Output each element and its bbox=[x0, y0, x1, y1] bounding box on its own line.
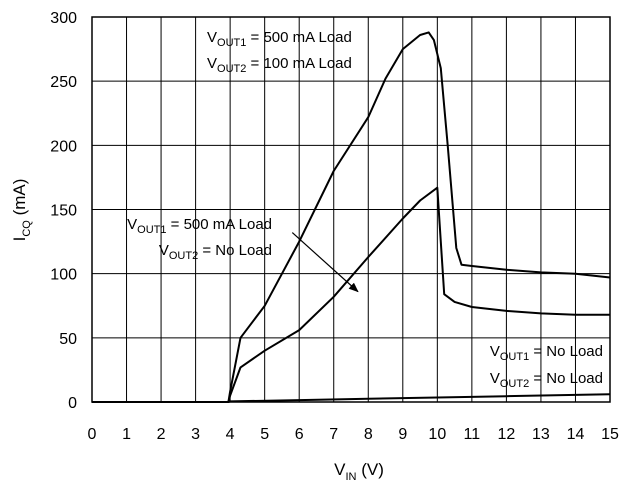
annotation-line: VOUT1 = 500 mA Load bbox=[127, 216, 272, 236]
x-tick-label: 14 bbox=[567, 426, 585, 443]
y-axis-label: ICQ (mA) bbox=[10, 179, 33, 242]
y-axis-label-main: I bbox=[10, 237, 29, 242]
y-tick-label: 300 bbox=[50, 10, 77, 27]
x-tick-label: 10 bbox=[428, 426, 446, 443]
annotation-line: VOUT2 = No Load bbox=[159, 242, 272, 262]
x-tick-label: 15 bbox=[601, 426, 619, 443]
x-tick-label: 2 bbox=[157, 426, 166, 443]
series-line-2 bbox=[92, 186, 610, 403]
y-tick-label: 250 bbox=[50, 74, 77, 91]
y-tick-label: 200 bbox=[50, 138, 77, 155]
y-tick-label: 100 bbox=[50, 267, 77, 284]
annotation-3: VOUT1 = No Load VOUT2 = No Load bbox=[490, 343, 603, 390]
x-axis-label: VIN (V) bbox=[334, 460, 384, 481]
x-tick-label: 9 bbox=[398, 426, 407, 443]
y-tick-label: 50 bbox=[59, 331, 77, 348]
x-axis-label-sub: IN bbox=[345, 471, 356, 481]
annotation-line: VOUT1 = 500 mA Load bbox=[207, 29, 352, 49]
x-tick-label: 11 bbox=[464, 426, 481, 443]
x-tick-label: 4 bbox=[226, 426, 235, 443]
x-axis-label-main: V bbox=[334, 460, 346, 479]
annotation-arrow bbox=[291, 232, 359, 293]
plot-frame bbox=[91, 16, 611, 403]
series-line-3 bbox=[92, 393, 611, 403]
x-tick-label: 5 bbox=[260, 426, 269, 443]
y-axis-label-sub: CQ bbox=[21, 220, 33, 237]
x-tick-labels: 0 1 2 3 4 5 6 7 8 9 10 11 12 13 14 15 bbox=[88, 426, 619, 443]
x-tick-label: 12 bbox=[498, 426, 516, 443]
x-tick-label: 6 bbox=[295, 426, 304, 443]
x-tick-label: 8 bbox=[364, 426, 373, 443]
x-tick-label: 13 bbox=[532, 426, 550, 443]
y-tick-label: 150 bbox=[50, 203, 77, 220]
series-line-1 bbox=[92, 31, 611, 403]
series-lines bbox=[92, 31, 611, 403]
annotation-line: VOUT2 = No Load bbox=[490, 370, 603, 390]
y-axis-label-unit: (mA) bbox=[10, 179, 29, 221]
x-axis-label-unit: (V) bbox=[356, 460, 383, 479]
annotation-line: VOUT1 = No Load bbox=[490, 343, 603, 363]
annotation-line: VOUT2 = 100 mA Load bbox=[207, 55, 352, 75]
x-tick-label: 1 bbox=[122, 426, 131, 443]
x-tick-label: 0 bbox=[88, 426, 97, 443]
x-tick-label: 7 bbox=[329, 426, 338, 443]
y-tick-labels: 0 50 100 150 200 250 300 bbox=[50, 10, 77, 412]
annotation-2: VOUT1 = 500 mA Load VOUT2 = No Load bbox=[127, 216, 359, 293]
annotation-1: VOUT1 = 500 mA Load VOUT2 = 100 mA Load bbox=[207, 29, 352, 75]
x-tick-label: 3 bbox=[191, 426, 200, 443]
y-tick-label: 0 bbox=[68, 395, 77, 412]
